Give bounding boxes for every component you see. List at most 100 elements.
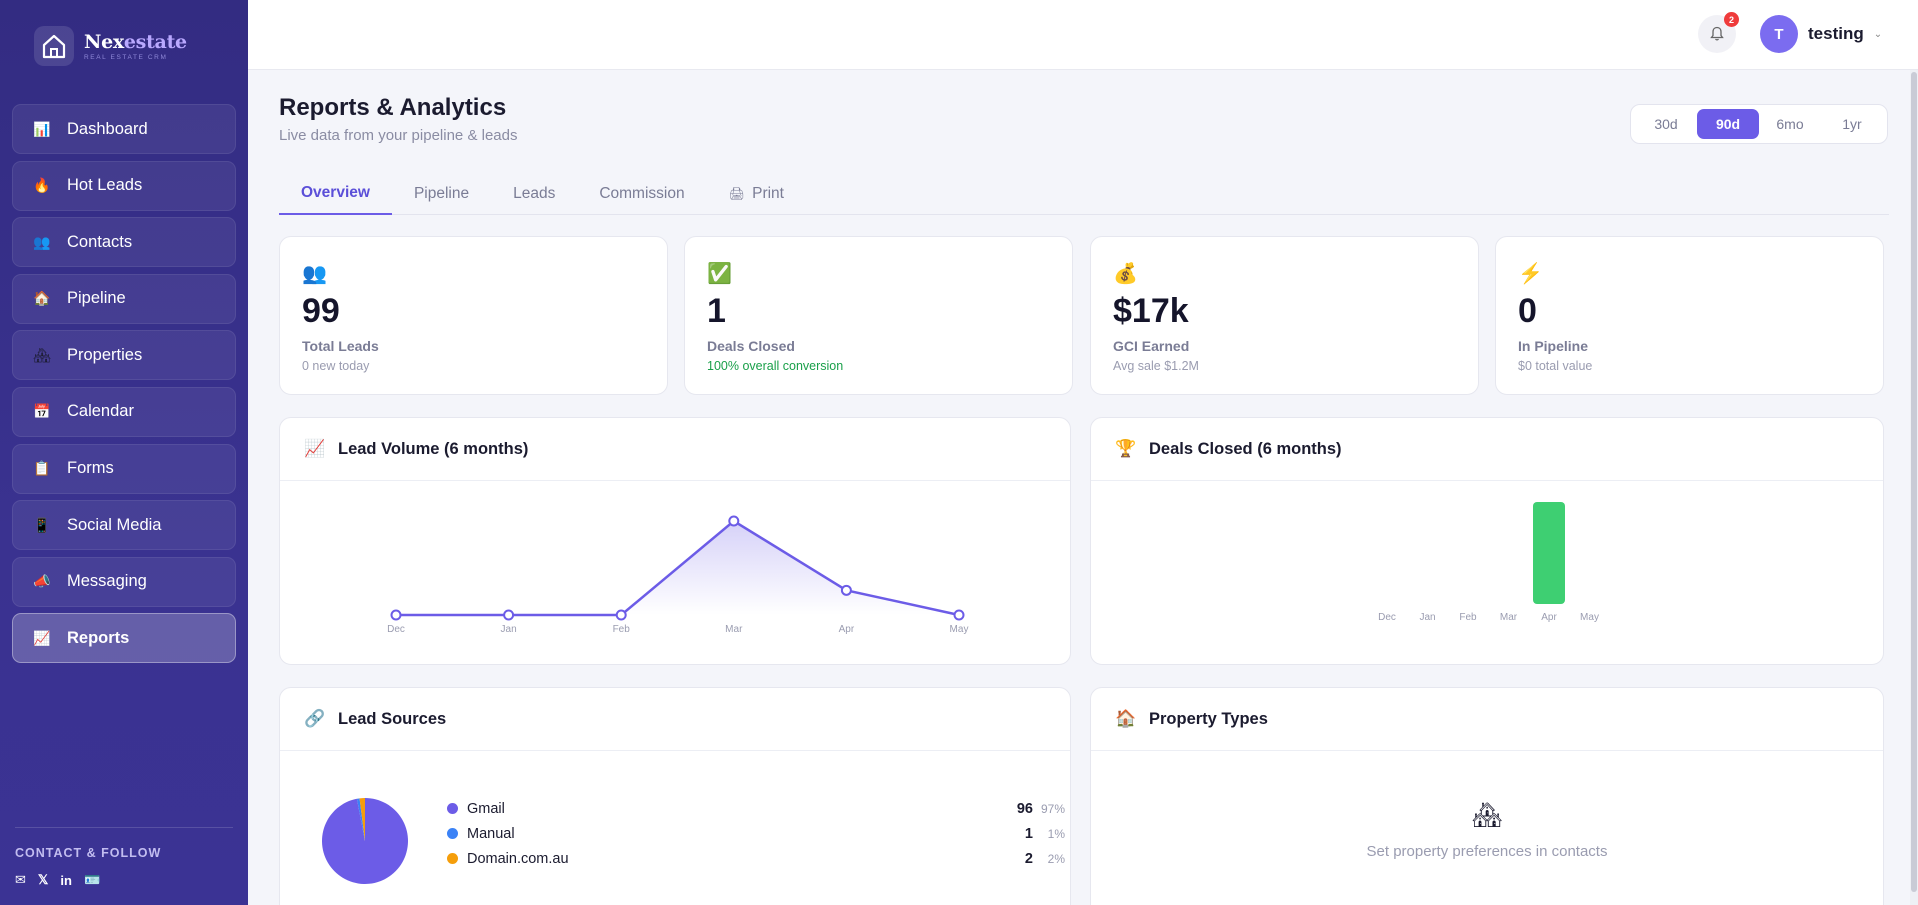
legend-dot <box>447 853 458 864</box>
sidebar-item-label: Social Media <box>67 515 162 534</box>
empty-state-text: Set property preferences in contacts <box>1366 843 1608 860</box>
house-icon: 🏠 <box>1115 709 1137 728</box>
x-tick-label: Dec <box>387 624 405 635</box>
legend-count: 96 <box>1016 800 1033 817</box>
line-point-apr <box>840 584 852 596</box>
legend-pct: 2% <box>1047 851 1065 866</box>
x-tick-label: Jan <box>1419 612 1435 623</box>
stat-label: In Pipeline <box>1518 338 1589 354</box>
x-icon[interactable]: 𝕏 <box>37 872 49 887</box>
legend-pct: 97% <box>1041 801 1066 816</box>
legend-label: Manual <box>467 825 515 842</box>
people-icon: 👥 <box>302 263 327 285</box>
sidebar-item-label: Calendar <box>67 402 134 421</box>
sidebar-item-messaging[interactable]: 📣 Messaging <box>12 556 236 607</box>
printer-icon: 🖨 <box>728 185 746 201</box>
page-scrollbar[interactable] <box>1910 70 1918 905</box>
id-card-icon[interactable]: 🪪 <box>83 872 101 887</box>
lead-sources-pie <box>322 798 408 884</box>
sidebar-item-label: Forms <box>67 459 114 478</box>
lead-volume-panel: 📈 Lead Volume (6 months) Dec Jan Feb Mar Apr… <box>279 417 1071 665</box>
sidebar: Nexestate REAL ESTATE CRM 📊 Dashboard 🔥 Ho… <box>0 0 248 905</box>
bar-apr <box>1533 502 1565 604</box>
x-tick-label: Mar <box>1500 612 1518 623</box>
legend-row-manual: Manual 1 1% <box>447 821 1065 846</box>
lead-volume-line <box>396 519 960 617</box>
panel-title: Lead Volume (6 months) <box>338 439 529 458</box>
x-tick-label: Dec <box>1378 612 1396 623</box>
stat-note: 100% overall conversion <box>707 359 844 373</box>
sidebar-item-label: Pipeline <box>67 289 126 308</box>
chart-up-icon: 📈 <box>33 629 51 646</box>
legend-row-domain: Domain.com.au 2 2% <box>447 846 1065 871</box>
houses-icon: 🏘 <box>33 346 51 363</box>
stat-note: Avg sale $1.2M <box>1113 359 1199 373</box>
bell-icon <box>1710 26 1724 41</box>
tab-pipeline[interactable]: Pipeline <box>413 184 470 202</box>
sidebar-item-pipeline[interactable]: 🏠 Pipeline <box>12 273 236 324</box>
sidebar-item-label: Reports <box>67 628 130 647</box>
pie-slice-domain-com-au <box>359 798 365 841</box>
legend-pct: 1% <box>1047 826 1065 841</box>
report-tabs: Overview Pipeline Leads Commission 🖨 Prin… <box>279 172 1889 215</box>
legend-label: Gmail <box>467 800 505 817</box>
footer-title: CONTACT & FOLLOW <box>15 846 162 860</box>
panel-title: Property Types <box>1149 709 1268 728</box>
clipboard-icon: 📋 <box>33 460 51 477</box>
range-1yr-button[interactable]: 1yr <box>1842 116 1862 132</box>
line-point-may <box>953 609 965 621</box>
tab-commission[interactable]: Commission <box>599 184 685 202</box>
legend-label: Domain.com.au <box>467 850 569 867</box>
sidebar-item-forms[interactable]: 📋 Forms <box>12 443 236 494</box>
user-menu[interactable]: T testing ⌄ <box>1760 15 1882 53</box>
sidebar-item-contacts[interactable]: 👥 Contacts <box>12 217 236 268</box>
tab-print[interactable]: 🖨 Print <box>707 172 806 215</box>
notification-badge: 2 <box>1724 12 1739 27</box>
panel-title: Lead Sources <box>338 709 447 728</box>
topbar: 2 T testing ⌄ <box>248 0 1918 70</box>
tab-print-label: Print <box>752 184 784 202</box>
people-icon: 👥 <box>33 233 51 250</box>
bar-chart-icon: 📊 <box>33 120 51 137</box>
sidebar-item-dashboard[interactable]: 📊 Dashboard <box>12 104 236 154</box>
range-6mo-button[interactable]: 6mo <box>1776 116 1804 132</box>
x-tick-label: Mar <box>725 624 743 635</box>
tab-leads[interactable]: Leads <box>513 184 556 202</box>
scrollbar-thumb[interactable] <box>1911 72 1917 892</box>
range-90d-button[interactable]: 90d <box>1697 109 1759 139</box>
pie-slice-manual <box>356 798 365 841</box>
sidebar-item-reports[interactable]: 📈 Reports <box>12 613 236 664</box>
stat-card-in-pipeline: ⚡ 0 In Pipeline $0 total value <box>1495 236 1884 395</box>
deals-closed-panel: 🏆 Deals Closed (6 months) Dec Jan Feb Mar Ap… <box>1090 417 1884 665</box>
stat-value: $17k <box>1113 292 1189 330</box>
sidebar-item-social-media[interactable]: 📱 Social Media <box>12 500 236 551</box>
house-logo-icon <box>34 26 74 66</box>
tab-overview[interactable]: Overview <box>279 172 392 215</box>
line-point-jan <box>503 609 515 621</box>
sidebar-item-label: Hot Leads <box>67 176 143 195</box>
brand-logo[interactable]: Nexestate REAL ESTATE CRM <box>34 26 187 66</box>
house-icon: 🏠 <box>33 290 51 307</box>
sidebar-item-calendar[interactable]: 📅 Calendar <box>12 386 236 437</box>
line-point-dec <box>390 609 402 621</box>
date-range-selector: 30d 90d 6mo 1yr <box>1630 104 1888 144</box>
chevron-down-icon: ⌄ <box>1873 28 1883 40</box>
lightning-icon: ⚡ <box>1518 263 1543 285</box>
stat-card-gci-earned: 💰 $17k GCI Earned Avg sale $1.2M <box>1090 236 1479 395</box>
legend-row-gmail: Gmail 96 97% <box>447 796 1065 821</box>
line-point-mar <box>728 515 740 527</box>
sidebar-item-properties[interactable]: 🏘 Properties <box>12 330 236 381</box>
brand-tagline: REAL ESTATE CRM <box>84 54 168 61</box>
panel-title: Deals Closed (6 months) <box>1149 439 1342 458</box>
notifications-button[interactable]: 2 <box>1698 12 1739 53</box>
mail-icon[interactable]: ✉ <box>15 872 26 887</box>
legend-dot <box>447 828 458 839</box>
legend-count: 1 <box>1024 825 1033 842</box>
stat-value: 1 <box>707 292 726 330</box>
linkedin-icon[interactable]: in <box>60 872 72 888</box>
lead-sources-panel: 🔗 Lead Sources Gmail 96 97% Manual 1 1% … <box>279 687 1071 905</box>
range-30d-button[interactable]: 30d <box>1654 116 1678 132</box>
legend-dot <box>447 803 458 814</box>
sidebar-item-hot-leads[interactable]: 🔥 Hot Leads <box>12 160 236 211</box>
avatar: T <box>1760 15 1798 53</box>
